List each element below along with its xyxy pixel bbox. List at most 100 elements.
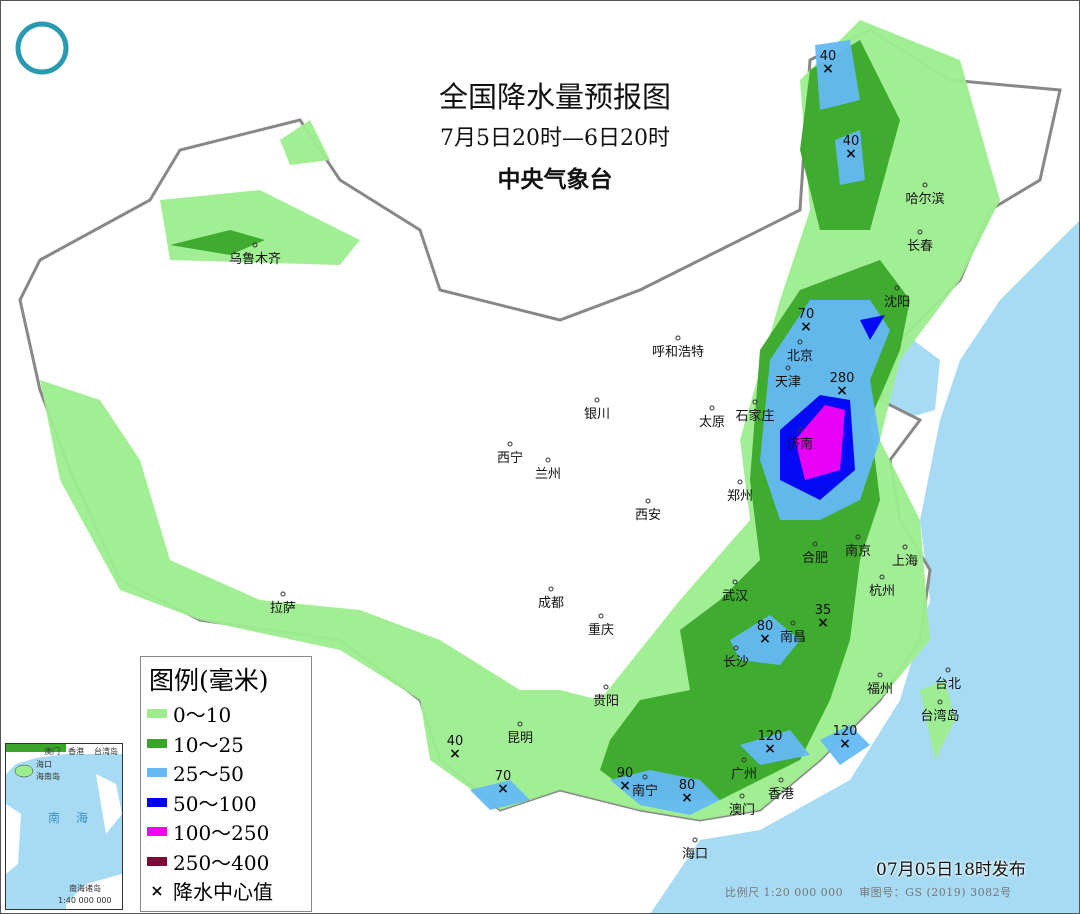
rain-zone-25-50 (740, 730, 810, 765)
city-label: 长春 (907, 239, 933, 254)
inset-scale: 1:40 000 000 (58, 896, 112, 905)
rain-zone-0-10 (280, 120, 330, 165)
cross-icon: × (150, 881, 164, 901)
rain-zone-0-10 (920, 680, 955, 760)
city-label: 郑州 (727, 489, 753, 504)
legend-heading: 图例(毫米) (149, 666, 269, 695)
rain-zone-25-50 (815, 40, 860, 110)
cross-icon: × (817, 615, 829, 631)
city-marker (733, 645, 739, 651)
scale-text: 比例尺 1:20 000 000 (725, 886, 844, 899)
city-label: 福州 (867, 682, 893, 697)
cma-logo (15, 21, 69, 75)
city-label: 武汉 (722, 589, 748, 604)
legend-label: 降水中心值 (173, 880, 273, 905)
city-marker (739, 793, 745, 799)
city-label: 西宁 (497, 450, 523, 466)
cross-icon: × (681, 790, 693, 806)
city-marker (877, 672, 883, 678)
legend-label: 0～10 (173, 703, 232, 728)
legend: 图例(毫米) 0～10 10～25 25～50 50～100 100～250 250～40… (140, 656, 312, 912)
city-marker (937, 699, 943, 705)
issuer: 中央气象台 (497, 167, 613, 193)
rain-zone-50-100 (860, 315, 885, 340)
city-label: 沈阳 (884, 295, 910, 310)
rain-center-value: 80 (679, 778, 696, 793)
city-label: 昆明 (507, 731, 533, 746)
rain-center-value: 40 (447, 734, 464, 749)
rain-center-value: 120 (833, 724, 858, 739)
city-label: 南昌 (780, 629, 806, 645)
city-marker (797, 427, 803, 433)
scale-info: 比例尺 1:20 000 000 审图号：GS (2019) 3082号 (725, 884, 1012, 900)
cross-icon: × (619, 778, 631, 794)
city-label: 上海 (892, 554, 918, 569)
city-marker (675, 335, 681, 341)
city-marker (545, 457, 551, 463)
inset-label: 海口 (36, 760, 52, 769)
city-label: 成都 (538, 596, 564, 611)
cross-icon: × (839, 736, 851, 752)
city-marker (752, 399, 758, 405)
city-label: 南京 (845, 543, 871, 559)
city-label: 台北 (935, 677, 961, 692)
city-marker (603, 684, 609, 690)
legend-item: 100～250 (141, 817, 311, 847)
forecast-period: 7月5日20时—6日20时 (440, 126, 670, 151)
city-label: 拉萨 (270, 601, 296, 616)
city-label: 兰州 (535, 467, 561, 482)
legend-item-center: × 降水中心值 (141, 876, 311, 906)
inset-label: 香港 (68, 747, 84, 756)
cross-icon: × (497, 781, 509, 797)
city-marker (855, 534, 861, 540)
legend-label: 50～100 (173, 791, 257, 816)
legend-rows: 0～10 10～25 25～50 50～100 100～250 250～400 (141, 699, 311, 876)
city-label: 乌鲁木齐 (229, 251, 281, 267)
city-marker (507, 441, 513, 447)
inset-label: 海南岛 (36, 772, 60, 781)
rain-zone-25-50 (610, 770, 720, 815)
city-marker (945, 667, 951, 673)
inset-label: 澳门 (44, 747, 60, 756)
color-swatch (147, 827, 167, 837)
city-marker (598, 613, 604, 619)
city-marker (778, 777, 784, 783)
color-swatch (147, 856, 167, 866)
city-marker (797, 339, 803, 345)
city-marker (922, 182, 928, 188)
city-marker (790, 620, 796, 626)
city-label: 贵阳 (593, 694, 619, 709)
rain-centers: 40×40×70×280×35×80×120×120×40×70×90× 80× (447, 49, 860, 806)
city-marker (548, 586, 554, 592)
rain-center-value: 120 (758, 729, 783, 744)
color-swatch (147, 709, 167, 719)
legend-label: 10～25 (173, 732, 244, 757)
city-marker (732, 579, 738, 585)
inset-label: 台湾岛 (94, 747, 118, 756)
legend-item: 0～10 (141, 699, 311, 729)
rain-center-value: 70 (495, 769, 512, 784)
city-label: 银川 (584, 407, 610, 422)
city-marker (709, 405, 715, 411)
rain-center-value: 90 (617, 766, 634, 781)
legend-label: 250～400 (173, 850, 270, 875)
rainfall-zones (40, 20, 1000, 820)
legend-item: 50～100 (141, 788, 311, 818)
city-marker (692, 837, 698, 843)
cross-icon: × (764, 741, 776, 757)
city-label: 石家庄 (735, 408, 774, 424)
city-label: 重庆 (588, 622, 614, 638)
city-marker (785, 365, 791, 371)
map-title: 全国降水量预报图 (438, 80, 671, 114)
legend-item: 25～50 (141, 758, 311, 788)
city-marker (594, 397, 600, 403)
city-marker (879, 574, 885, 580)
city-label: 台湾岛 (920, 708, 959, 724)
issue-time: 07月05日18时发布 (876, 860, 1026, 880)
cross-icon: × (449, 746, 461, 762)
city-label: 海口 (682, 847, 708, 862)
color-swatch (147, 797, 167, 807)
city-label: 广州 (731, 767, 757, 782)
rain-zone-100-250 (795, 405, 845, 480)
